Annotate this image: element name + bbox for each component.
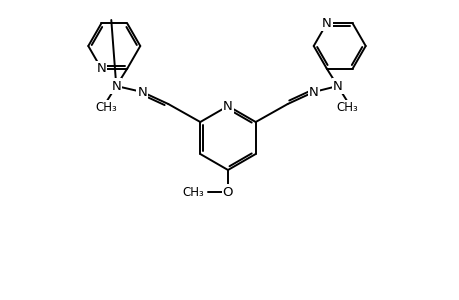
Text: N: N (96, 62, 106, 75)
Text: O: O (222, 185, 233, 199)
Text: N: N (223, 100, 232, 112)
Text: N: N (332, 80, 342, 92)
Text: N: N (321, 17, 331, 30)
Text: CH₃: CH₃ (95, 100, 117, 113)
Text: N: N (111, 80, 121, 92)
Text: N: N (308, 85, 318, 98)
Text: CH₃: CH₃ (182, 185, 203, 199)
Text: CH₃: CH₃ (336, 100, 358, 113)
Text: N: N (137, 85, 147, 98)
